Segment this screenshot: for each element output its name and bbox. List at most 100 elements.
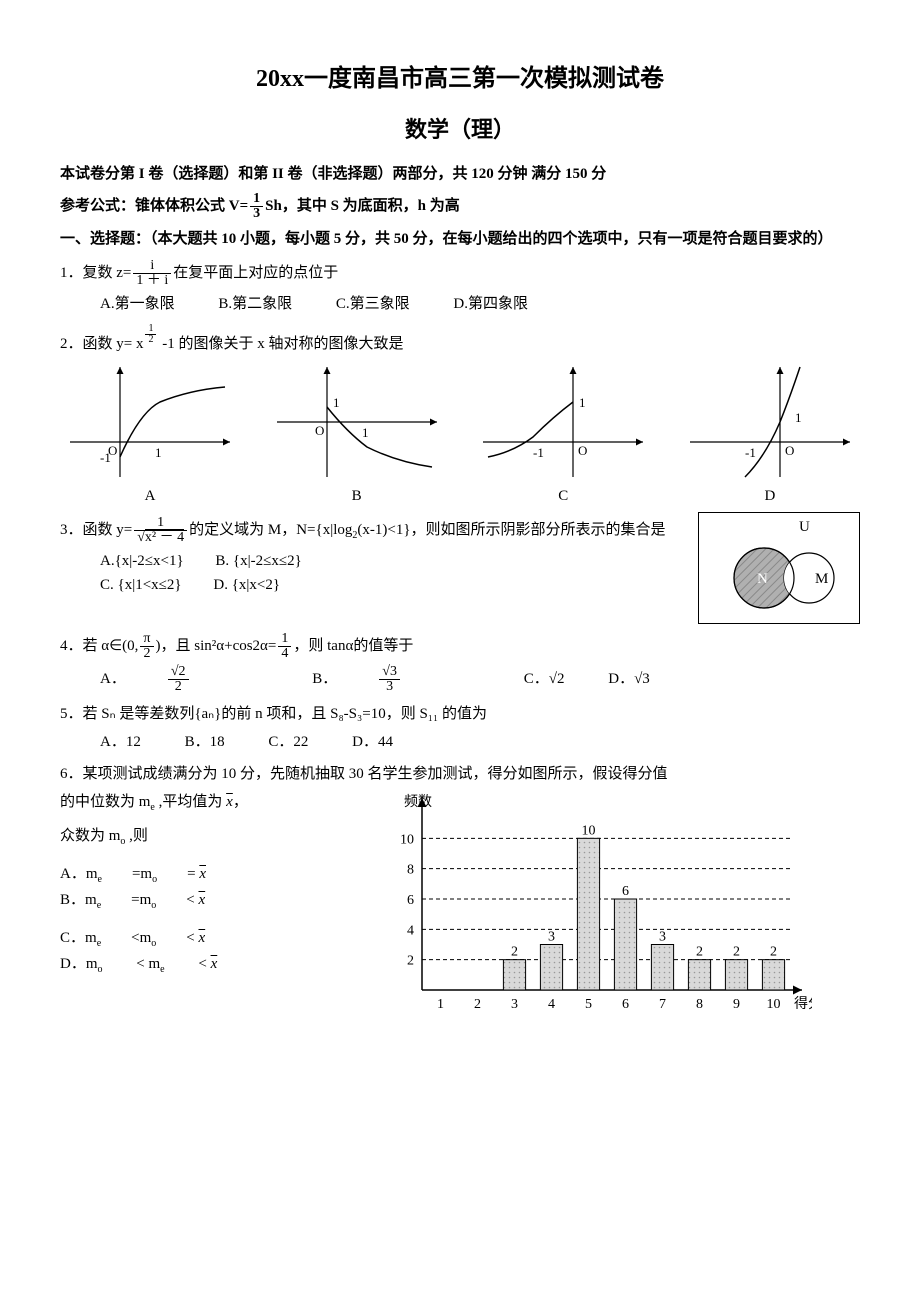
q4-mid1: )，且 sin²α+cos2α= <box>156 638 277 654</box>
q4-a-num: √2 <box>168 665 189 680</box>
intro2-prefix: 参考公式：锥体体积公式 V= <box>60 198 248 214</box>
svg-text:5: 5 <box>585 997 592 1012</box>
svg-text:1: 1 <box>795 410 802 425</box>
q4-opt-d: D．√3 <box>608 667 650 691</box>
svg-text:4: 4 <box>407 923 414 938</box>
question-6-line1: 6．某项测试成绩满分为 10 分，先随机抽取 30 名学生参加测试，得分如图所示… <box>60 762 860 786</box>
q2-label-d: D <box>680 484 860 508</box>
svg-text:2: 2 <box>696 944 703 959</box>
q4-opt-c: C．√2 <box>524 667 565 691</box>
q3-venn-diagram: U N M <box>698 512 860 624</box>
page-subtitle: 数学（理） <box>60 112 860 147</box>
q4-frac2: 14 <box>278 632 291 661</box>
q1-opt-b: B.第二象限 <box>218 292 292 316</box>
svg-text:10: 10 <box>767 997 781 1012</box>
question-5: 5．若 Sₙ 是等差数列{aₙ}的前 n 项和，且 S₈-S₃=10，则 S₁₁… <box>60 702 860 726</box>
svg-text:1: 1 <box>333 395 340 410</box>
svg-text:N: N <box>757 571 768 587</box>
q4-opt-a: A．√22 <box>100 665 269 694</box>
q5-opt-b: B．18 <box>185 730 225 754</box>
q6-line2: 的中位数为 me ,平均值为 x， <box>60 790 360 816</box>
q3-opt-c: C. {x|1<x≤2} <box>100 573 182 597</box>
q2-exp-num: 1 <box>145 324 156 335</box>
svg-text:3: 3 <box>659 929 666 944</box>
q6-options-row2: C．me<mo< x D．mo < me < x <box>60 926 360 978</box>
q3-sqrt-arg: x² － 4 <box>145 529 184 545</box>
svg-text:1: 1 <box>437 997 444 1012</box>
svg-text:2: 2 <box>474 997 481 1012</box>
svg-text:8: 8 <box>407 862 414 877</box>
svg-text:2: 2 <box>511 944 518 959</box>
q4-mid2: ，则 tanα的值等于 <box>293 638 413 654</box>
q2-graph-a-svg: O 1 -1 <box>60 362 240 482</box>
q4-b-num: √3 <box>379 665 400 680</box>
q3-mid: 的定义域为 M，N={x|log <box>189 522 352 538</box>
q2-graph-b-svg: O 1 1 <box>267 362 447 482</box>
q4-b-den: 3 <box>379 680 400 694</box>
q2-exponent: 12 <box>145 324 156 345</box>
q2-prefix: 2．函数 y= x <box>60 336 143 352</box>
q4-b-pre: B． <box>312 667 337 691</box>
q4-frac1-den: 2 <box>140 647 153 661</box>
q2-label-a: A <box>60 484 240 508</box>
svg-text:O: O <box>315 423 324 438</box>
svg-text:1: 1 <box>579 395 586 410</box>
q2-label-c: C <box>473 484 653 508</box>
q5-opt-d: D．44 <box>352 730 393 754</box>
intro-line-2: 参考公式：锥体体积公式 V=13Sh，其中 S 为底面积，h 为高 <box>60 192 860 221</box>
svg-text:频数: 频数 <box>404 794 432 810</box>
section-1-header: 一、选择题：（本大题共 10 小题，每小题 5 分，共 50 分，在每小题给出的… <box>60 227 860 251</box>
q1-suffix: 在复平面上对应的点位于 <box>173 265 338 281</box>
q3-opt-d: D. {x|x<2} <box>213 573 280 597</box>
q6-line3: 众数为 mo ,则 <box>60 824 360 850</box>
q3-mid2: (x-1)<1}，则如图所示阴影部分所表示的集合是 <box>357 522 665 538</box>
q5-opt-c: C．22 <box>268 730 308 754</box>
q6-bar-chart: 24681012324351066738292102频数得分 <box>372 790 812 1020</box>
q6-line2-suffix: ， <box>233 794 248 810</box>
q6-line2-pre: 的中位数为 m <box>60 794 150 810</box>
q1-fraction: i1 ＋ i <box>133 259 171 288</box>
svg-text:M: M <box>815 571 828 587</box>
q4-b-frac: √33 <box>379 665 440 694</box>
svg-text:得分: 得分 <box>794 995 812 1012</box>
svg-text:U: U <box>799 519 810 535</box>
svg-text:O: O <box>578 443 587 458</box>
question-1: 1．复数 z=i1 ＋ i在复平面上对应的点位于 <box>60 259 860 288</box>
intro2-den: 3 <box>250 207 263 221</box>
question-4: 4．若 α∈(0,π2)，且 sin²α+cos2α=14，则 tanα的值等于 <box>60 632 860 661</box>
q4-frac1: π2 <box>140 632 153 661</box>
q3-opt-a: A.{x|-2≤x<1} <box>100 549 184 573</box>
svg-text:4: 4 <box>548 997 555 1012</box>
q3-prefix: 3．函数 y= <box>60 522 132 538</box>
svg-text:3: 3 <box>548 929 555 944</box>
intro2-num: 1 <box>250 192 263 207</box>
q2-exp-den: 2 <box>145 335 156 345</box>
q5-options: A．12 B．18 C．22 D．44 <box>100 730 860 754</box>
question-6-body: 的中位数为 me ,平均值为 x， 众数为 mo ,则 A．me=mo= x B… <box>60 790 860 1028</box>
q1-den: 1 ＋ i <box>133 274 171 288</box>
q4-frac2-den: 4 <box>278 647 291 661</box>
q2-label-b: B <box>267 484 447 508</box>
svg-text:O: O <box>785 443 794 458</box>
svg-text:6: 6 <box>622 997 629 1012</box>
q2-graphs: O 1 -1 A O 1 1 B O 1 -1 C <box>60 362 860 508</box>
q6-opt-b: B．me=mo< x <box>60 888 235 914</box>
q2-graph-c-svg: O 1 -1 <box>473 362 653 482</box>
q2-graph-b: O 1 1 B <box>267 362 447 508</box>
svg-text:8: 8 <box>696 997 703 1012</box>
q4-frac2-num: 1 <box>278 632 291 647</box>
q6-opt-d: D．mo < me < x <box>60 952 247 978</box>
q2-graph-a: O 1 -1 A <box>60 362 240 508</box>
page-title: 20xx一度南昌市高三第一次模拟测试卷 <box>60 60 860 98</box>
q4-prefix: 4．若 α∈(0, <box>60 638 138 654</box>
svg-text:10: 10 <box>582 823 596 838</box>
q6-left-column: 的中位数为 me ,平均值为 x， 众数为 mo ,则 A．me=mo= x B… <box>60 790 360 990</box>
intro2-fraction: 13 <box>250 192 263 221</box>
svg-text:2: 2 <box>733 944 740 959</box>
svg-text:-1: -1 <box>745 445 756 460</box>
q1-prefix: 1．复数 z= <box>60 265 131 281</box>
svg-text:1: 1 <box>362 425 369 440</box>
q6-line2-mid: ,平均值为 <box>155 794 226 810</box>
q4-a-frac: √22 <box>168 665 229 694</box>
svg-text:10: 10 <box>400 832 414 847</box>
